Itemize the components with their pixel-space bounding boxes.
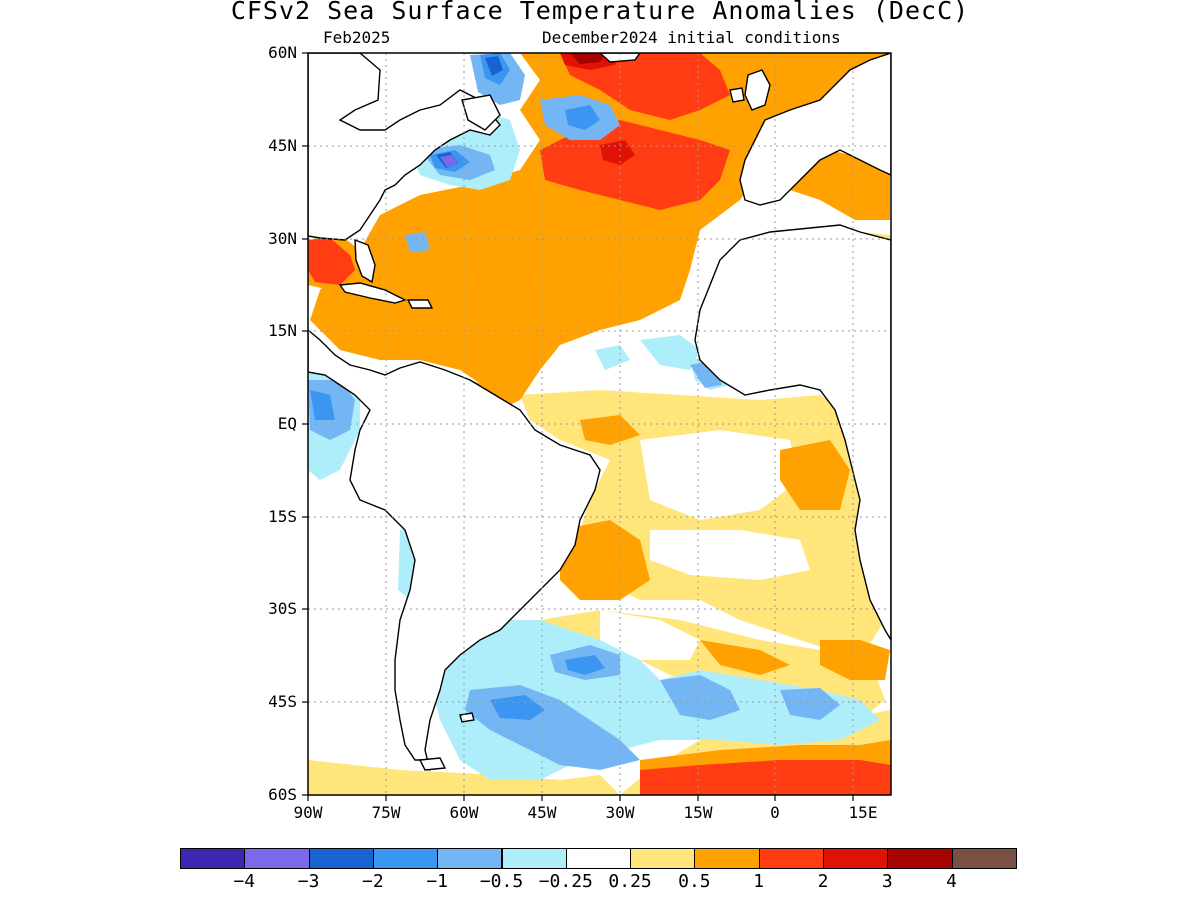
colorbar-swatch [758,848,824,869]
graticule-grid [308,53,891,795]
colorbar-swatch [501,848,567,869]
lon-label-30w: 30W [605,803,635,822]
lat-label-60s: 60S [268,785,297,804]
chart-title: CFSv2 Sea Surface Temperature Anomalies … [230,0,970,25]
lat-label-60n: 60N [268,43,297,62]
lat-label-30n: 30N [268,229,297,248]
lat-label-15n: 15N [268,321,297,340]
lat-label-eq: EQ [277,414,297,433]
lon-label-15e: 15E [848,803,878,822]
colorbar-swatch [308,848,374,869]
lon-label-0: 0 [770,803,780,822]
colorbar-swatch [951,848,1017,869]
colorbar-swatch [180,848,246,869]
anomaly-purple-spot [440,155,458,167]
colorbar-label: 3 [881,871,893,892]
colorbar-swatch [823,848,889,869]
lon-label-75w: 75W [371,803,401,822]
colorbar-label: −4 [233,871,256,892]
lon-label-60w: 60W [449,803,479,822]
anomaly-blue-regions [310,53,605,720]
lon-label-90w: 90W [293,803,323,822]
anomaly-maroon-spot [570,53,605,64]
lat-label-30s: 30S [268,599,297,618]
colorbar-swatch [887,848,953,869]
colorbar-label: 4 [946,871,958,892]
lat-label-45s: 45S [268,692,297,711]
colorbar-swatch [372,848,439,869]
lat-label-45n: 45N [268,136,297,155]
colorbar-swatch [437,848,503,869]
lat-label-15s: 15S [268,507,297,526]
colorbar-label: −1 [426,871,449,892]
axis-ticks [302,52,854,801]
lon-label-45w: 45W [527,803,557,822]
colorbar-swatch [244,848,310,869]
colorbar-label: −0.25 [538,871,593,892]
colorbar-label: −3 [297,871,320,892]
colorbar-label: 0.25 [608,871,652,892]
colorbar-label: 0.5 [678,871,711,892]
valid-month-label: Feb2025 [323,28,391,47]
colorbar-label: −2 [362,871,384,892]
lon-label-15w: 15W [683,803,713,822]
colorbar-label: −0.5 [479,871,524,892]
colorbar-swatch [630,848,696,869]
colorbar-swatch [565,848,632,869]
anomaly-white-patches [600,430,810,660]
colorbar-label: 1 [753,871,765,892]
colorbar-swatch [694,848,760,869]
colorbar-label: 2 [817,871,829,892]
init-conditions-label: December2024 initial conditions [542,28,841,47]
